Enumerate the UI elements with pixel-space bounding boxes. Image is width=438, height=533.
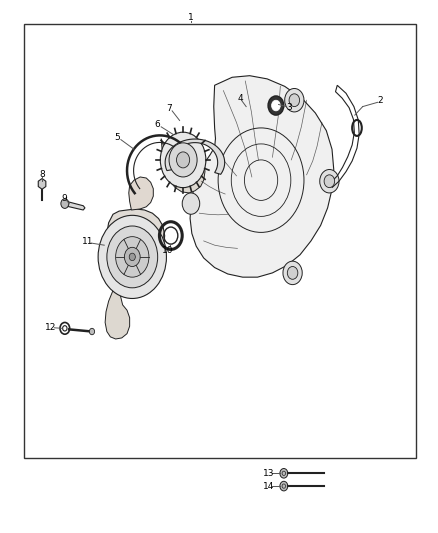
Circle shape bbox=[129, 253, 135, 261]
Polygon shape bbox=[38, 179, 46, 189]
Circle shape bbox=[272, 100, 280, 111]
Circle shape bbox=[160, 132, 206, 188]
Text: 1: 1 bbox=[187, 13, 194, 21]
Text: 4: 4 bbox=[237, 94, 243, 103]
Circle shape bbox=[285, 88, 304, 112]
Text: 5: 5 bbox=[114, 133, 120, 142]
Text: 14: 14 bbox=[263, 482, 274, 490]
Text: 10: 10 bbox=[162, 246, 174, 255]
Text: 11: 11 bbox=[82, 237, 93, 246]
Circle shape bbox=[182, 193, 200, 214]
Text: 8: 8 bbox=[39, 170, 45, 179]
Text: 6: 6 bbox=[155, 120, 161, 129]
Text: 3: 3 bbox=[286, 103, 292, 112]
Circle shape bbox=[289, 94, 300, 107]
Text: 12: 12 bbox=[45, 323, 57, 332]
Circle shape bbox=[116, 237, 149, 277]
Polygon shape bbox=[161, 139, 205, 193]
Circle shape bbox=[320, 169, 339, 193]
Circle shape bbox=[169, 143, 197, 177]
Polygon shape bbox=[107, 209, 165, 269]
Circle shape bbox=[268, 96, 284, 115]
Circle shape bbox=[177, 152, 190, 168]
Circle shape bbox=[283, 261, 302, 285]
Circle shape bbox=[287, 266, 298, 279]
Circle shape bbox=[324, 175, 335, 188]
Polygon shape bbox=[129, 177, 153, 210]
Circle shape bbox=[280, 469, 288, 478]
Polygon shape bbox=[105, 269, 130, 339]
Circle shape bbox=[124, 247, 140, 266]
Circle shape bbox=[98, 215, 166, 298]
Polygon shape bbox=[190, 76, 334, 277]
Text: 13: 13 bbox=[263, 469, 274, 478]
Polygon shape bbox=[165, 139, 225, 174]
Circle shape bbox=[61, 199, 69, 208]
Polygon shape bbox=[65, 201, 85, 210]
Circle shape bbox=[89, 328, 95, 335]
Text: 9: 9 bbox=[61, 194, 67, 203]
Text: 2: 2 bbox=[378, 96, 383, 104]
Text: 7: 7 bbox=[166, 104, 172, 113]
Bar bbox=[24, 24, 416, 458]
Circle shape bbox=[280, 481, 288, 491]
Circle shape bbox=[107, 226, 158, 288]
